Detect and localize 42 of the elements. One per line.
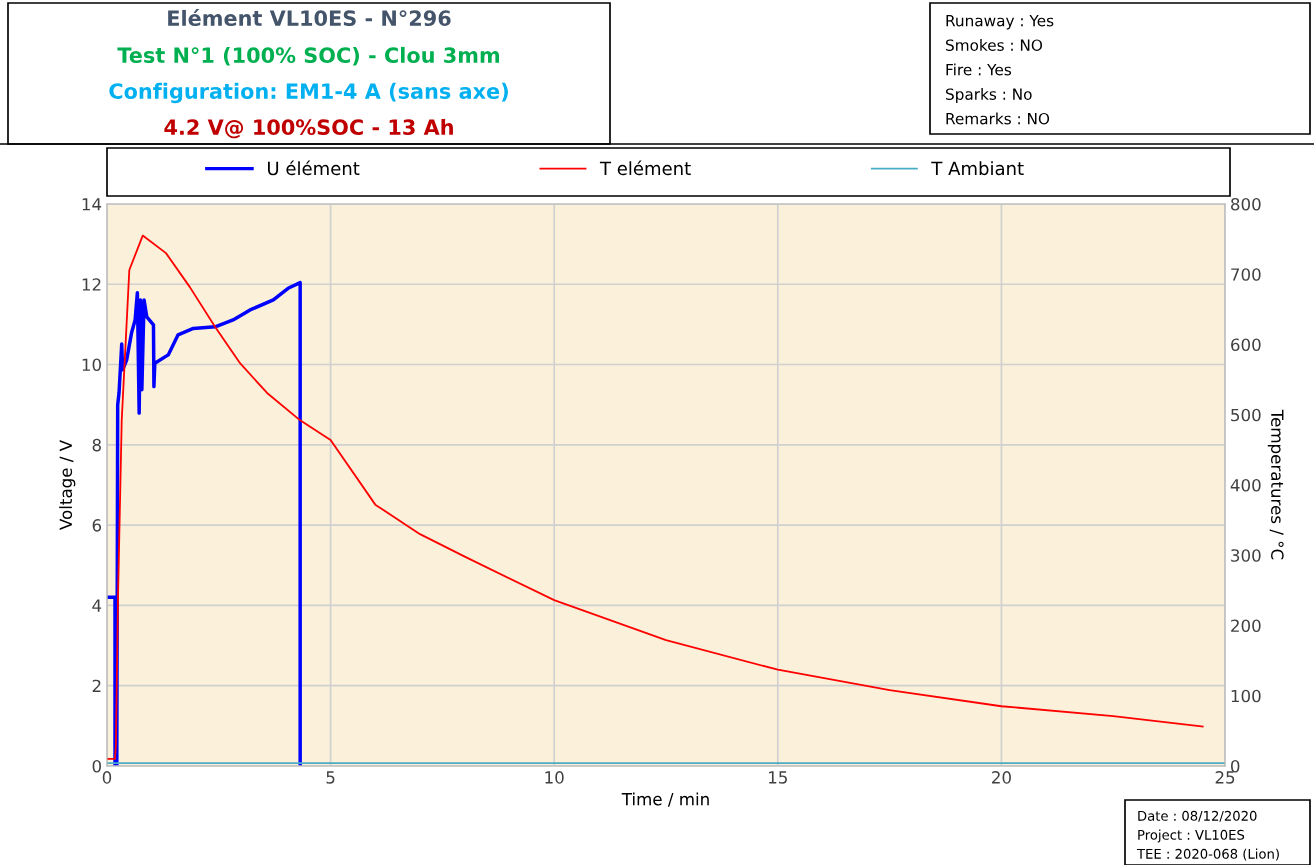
y-tick-label: 4 — [92, 599, 102, 612]
y2-tick-label: 700 — [1231, 268, 1261, 281]
y-axis-title: Voltage / V — [59, 440, 76, 530]
text: Test N°1 (100% SOC) - Clou 3mm — [117, 46, 500, 66]
y2-tick-label: 400 — [1230, 478, 1261, 492]
text: Remarks : NO — [946, 112, 1050, 125]
text: Configuration: EM1-4 A (sans axe) — [109, 82, 508, 104]
y2-tick-label: 200 — [1231, 619, 1261, 633]
legend-label: T Ambiant — [931, 161, 1024, 176]
y2-tick-label: 600 — [1231, 338, 1261, 352]
text: 4.2 V@ 100%SOC - 13 Ah — [164, 118, 453, 139]
text: TEE : 2020-068 (Lion) — [1136, 848, 1279, 861]
line-series — [106, 234, 1204, 760]
text: Fire : Yes — [946, 63, 1012, 76]
text: Date : 08/12/2020 — [1138, 810, 1257, 822]
x-tick-label: 25 — [1215, 771, 1235, 784]
y2-tick-label: 0 — [1231, 759, 1240, 773]
y-tick-label: 12 — [82, 278, 101, 291]
text: Sparks : No — [946, 88, 1032, 103]
x-tick-label: 20 — [992, 771, 1011, 784]
text: Smokes : NO — [946, 39, 1043, 51]
y-tick-label: 10 — [82, 358, 101, 372]
text: Project : VL10ES — [1138, 829, 1245, 843]
y-tick-label: 6 — [92, 519, 102, 532]
legend-label: U élément — [268, 160, 360, 176]
x-tick-label: 5 — [326, 771, 335, 784]
x-tick-label: 0 — [102, 771, 112, 784]
y2-tick-label: 800 — [1231, 197, 1261, 211]
legend-label: T elément — [599, 160, 691, 176]
y-tick-label: 14 — [82, 198, 102, 211]
text: Runaway : Yes — [946, 15, 1054, 30]
y2-tick-label: 100 — [1231, 689, 1261, 703]
y-tick-label: 2 — [92, 679, 101, 693]
chart-title: Elément VL10ES - N°296 — [168, 9, 451, 27]
y2-tick-label: 500 — [1231, 408, 1261, 422]
y-tick-label: 0 — [92, 759, 101, 773]
x-axis-title: Time / min — [621, 792, 709, 807]
y2-tick-label: 300 — [1231, 549, 1261, 562]
x-tick-label: 15 — [769, 771, 787, 784]
x-tick-label: 10 — [545, 771, 564, 784]
y-tick-label: 8 — [92, 438, 101, 452]
y2-axis-title: Temperatures / °C — [1267, 409, 1284, 560]
